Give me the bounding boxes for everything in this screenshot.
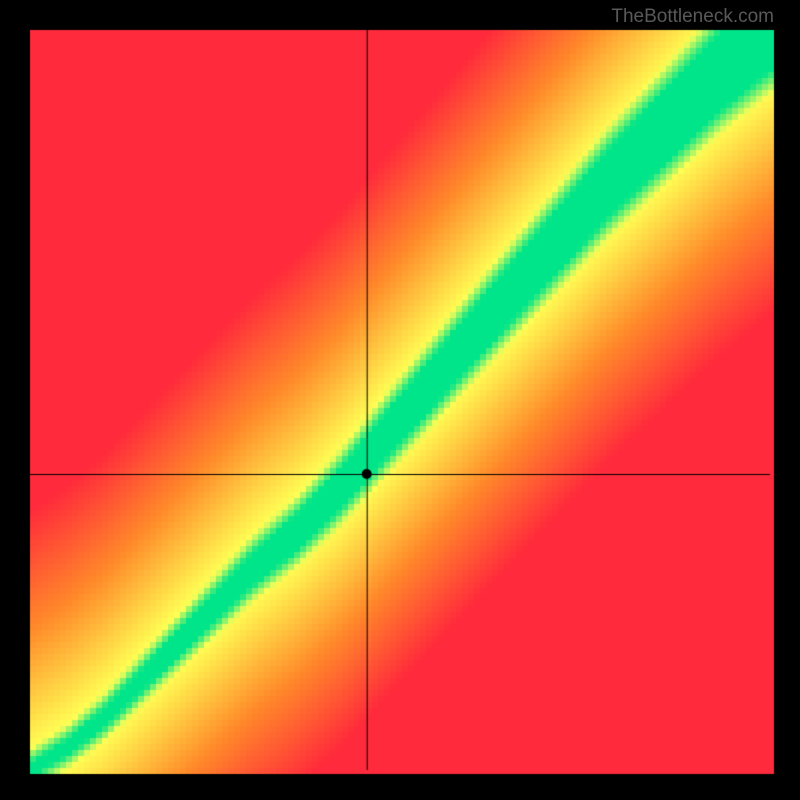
bottleneck-heatmap [0, 0, 800, 800]
watermark-text: TheBottleneck.com [611, 6, 774, 28]
